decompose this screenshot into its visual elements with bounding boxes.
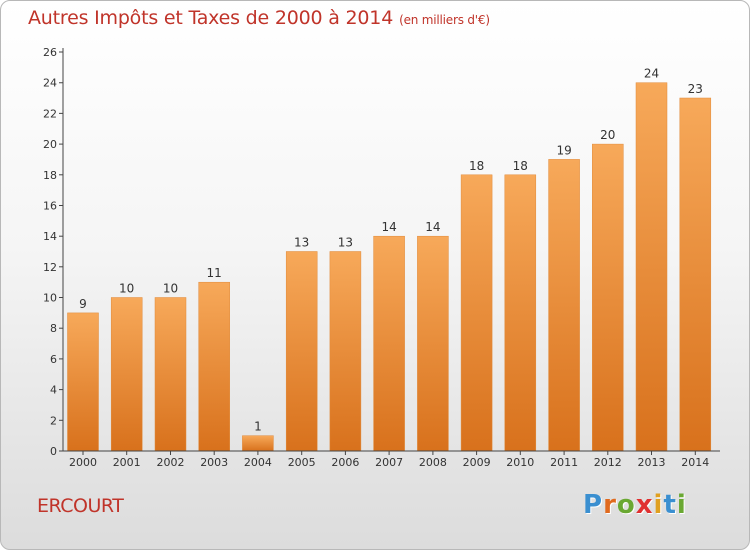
- chart-unit: (en milliers d'€): [399, 13, 490, 27]
- bar-2006: [329, 251, 362, 452]
- value-label-2010: 18: [513, 159, 528, 173]
- x-tick-label-2010: 2010: [506, 456, 534, 469]
- axes-layer: [59, 48, 720, 455]
- value-label-2014: 23: [688, 82, 703, 96]
- bar-2010: [504, 174, 537, 452]
- value-label-2012: 20: [600, 128, 615, 142]
- y-tick-label-0: 0: [50, 445, 57, 458]
- logo-letter: P: [583, 490, 604, 520]
- y-tick-label-4: 4: [50, 384, 57, 397]
- x-tick-label-2002: 2002: [157, 456, 185, 469]
- x-tick-label-2005: 2005: [288, 456, 316, 469]
- x-tick-label-2004: 2004: [244, 456, 272, 469]
- bar-2013: [635, 82, 668, 452]
- x-tick-label-2014: 2014: [681, 456, 709, 469]
- value-label-2008: 14: [425, 220, 440, 234]
- value-label-2009: 18: [469, 159, 484, 173]
- bar-2014: [679, 97, 712, 452]
- x-tick-label-2000: 2000: [69, 456, 97, 469]
- y-tick-label-26: 26: [43, 46, 57, 59]
- bar-2004: [242, 435, 274, 452]
- x-tick-label-2013: 2013: [638, 456, 666, 469]
- value-label-2005: 13: [294, 236, 309, 250]
- y-tick-label-20: 20: [43, 138, 57, 151]
- y-tick-label-2: 2: [50, 414, 57, 427]
- x-tick-label-2007: 2007: [375, 456, 403, 469]
- x-tick-label-2009: 2009: [463, 456, 491, 469]
- bar-2011: [548, 159, 580, 452]
- value-label-2013: 24: [644, 67, 659, 81]
- x-tick-label-2011: 2011: [550, 456, 578, 469]
- y-tick-label-18: 18: [43, 169, 57, 182]
- y-tick-label-10: 10: [43, 292, 57, 305]
- bar-2002: [154, 297, 187, 452]
- bar-2009: [460, 174, 493, 452]
- y-tick-label-16: 16: [43, 200, 57, 213]
- bars-layer: [67, 82, 712, 452]
- bar-2008: [417, 235, 449, 452]
- value-label-2004: 1: [254, 420, 262, 434]
- bar-2003: [198, 281, 230, 452]
- bar-2007: [373, 235, 405, 452]
- logo-letter: r: [603, 490, 617, 520]
- x-tick-label-2001: 2001: [113, 456, 141, 469]
- bar-2001: [110, 297, 143, 452]
- bar-2012: [592, 143, 624, 452]
- y-tick-label-8: 8: [50, 322, 57, 335]
- bar-2005: [285, 251, 318, 452]
- y-tick-label-14: 14: [43, 230, 57, 243]
- y-tick-label-12: 12: [43, 261, 57, 274]
- value-label-2006: 13: [338, 236, 353, 250]
- labels-layer: 9200010200110200211200312004132005132006…: [43, 46, 709, 469]
- x-tick-label-2008: 2008: [419, 456, 447, 469]
- logo-letter: t: [663, 490, 677, 520]
- bar-2000: [67, 312, 99, 452]
- value-label-2002: 10: [163, 282, 178, 296]
- proxiti-logo: Proxiti: [583, 490, 687, 520]
- y-tick-label-24: 24: [43, 77, 57, 90]
- value-label-2000: 9: [79, 297, 87, 311]
- chart-title: Autres Impôts et Taxes de 2000 à 2014 (en…: [28, 7, 490, 29]
- x-tick-label-2012: 2012: [594, 456, 622, 469]
- value-label-2001: 10: [119, 282, 134, 296]
- x-tick-label-2003: 2003: [200, 456, 228, 469]
- value-label-2011: 19: [556, 143, 571, 157]
- value-label-2007: 14: [381, 220, 396, 234]
- chart-title-text: Autres Impôts et Taxes de 2000 à 2014: [28, 7, 394, 29]
- logo-letter: o: [616, 490, 636, 520]
- value-label-2003: 11: [207, 266, 222, 280]
- y-tick-label-22: 22: [43, 107, 57, 120]
- commune-name: ERCOURT: [37, 495, 124, 517]
- logo-letter: i: [676, 490, 687, 520]
- logo-letter: i: [653, 490, 664, 520]
- y-tick-label-6: 6: [50, 353, 57, 366]
- x-tick-label-2006: 2006: [331, 456, 359, 469]
- logo-letter: x: [635, 490, 654, 520]
